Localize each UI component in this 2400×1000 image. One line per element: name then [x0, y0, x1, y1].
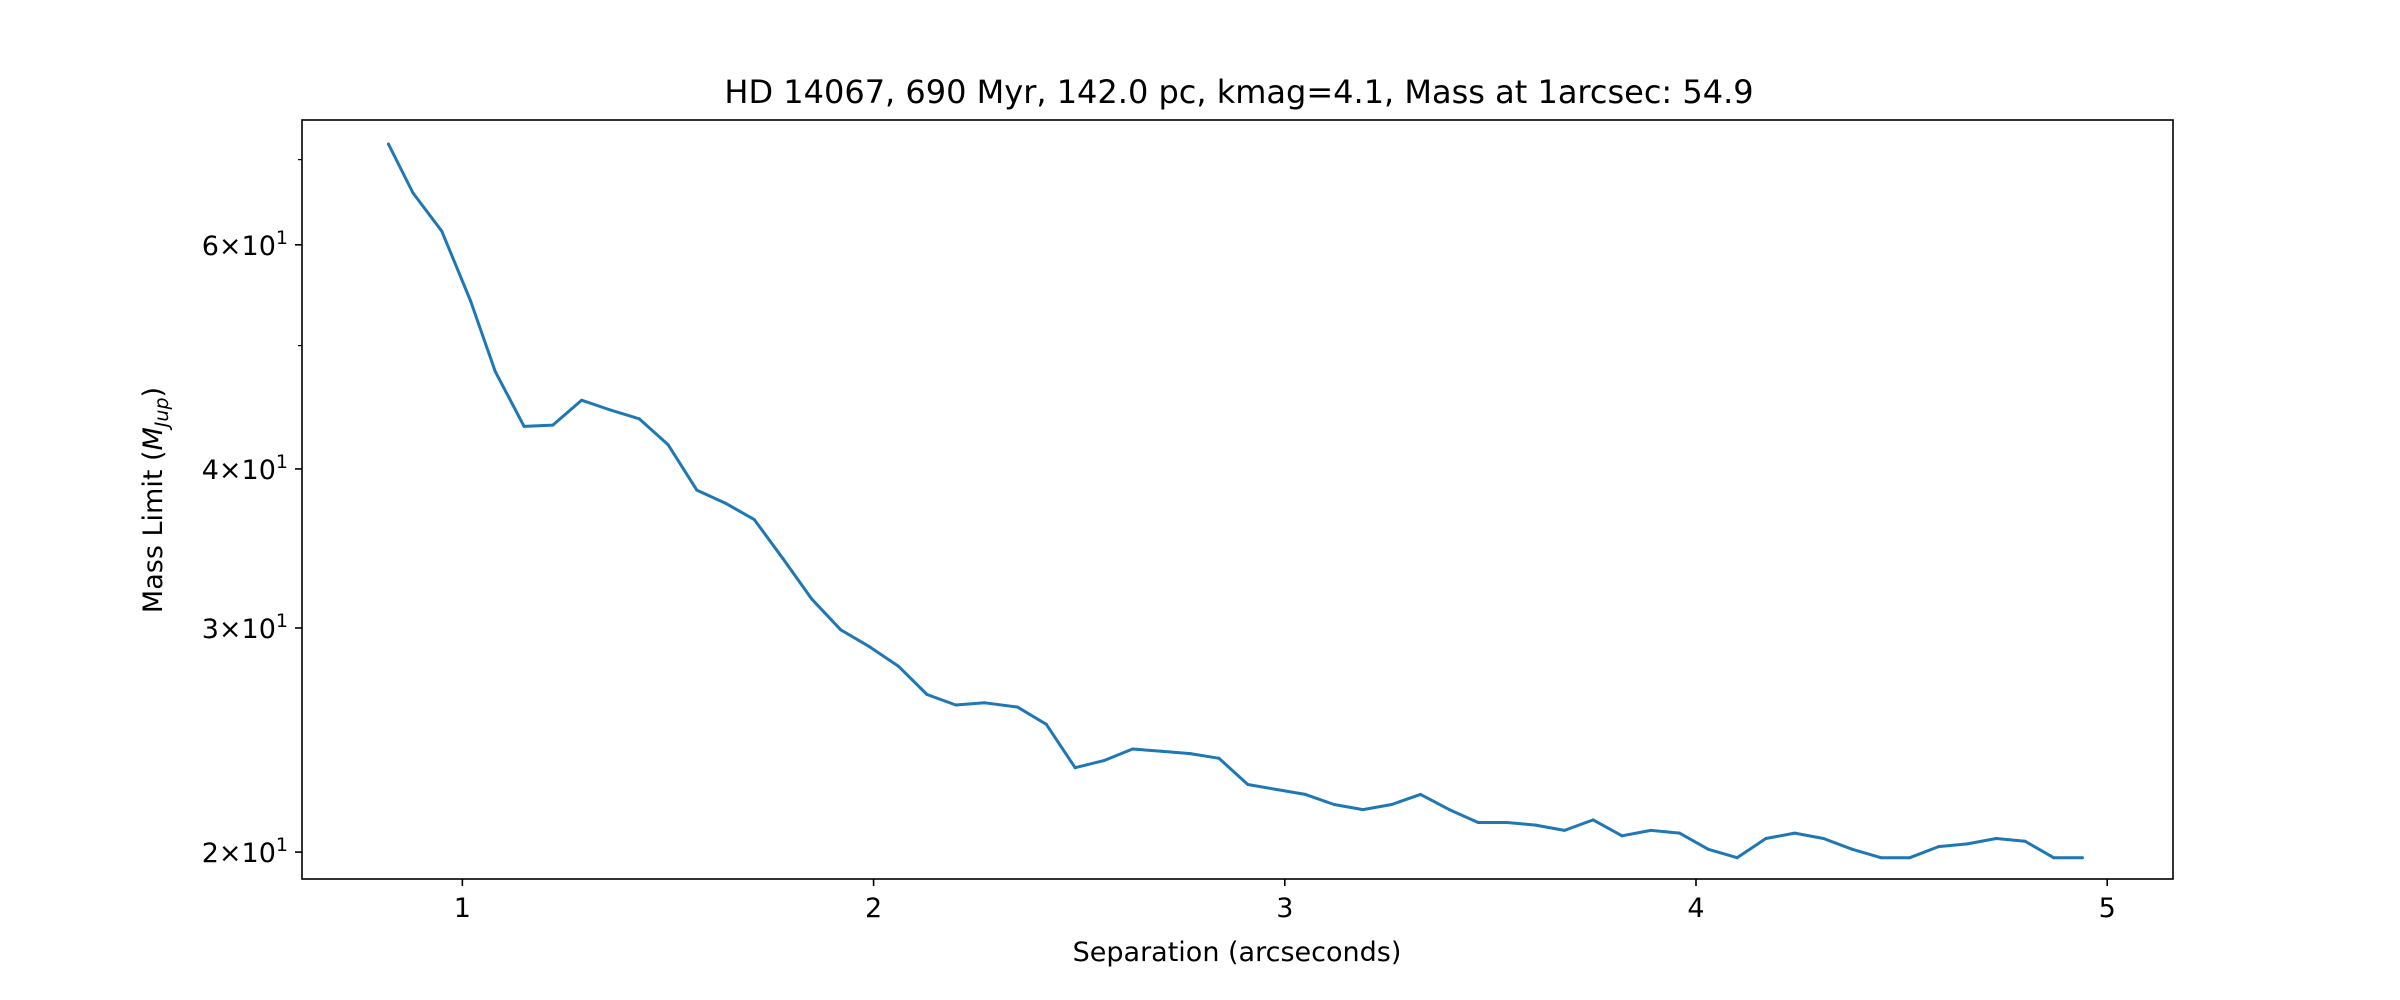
data-point [954, 703, 958, 707]
data-point [896, 664, 900, 668]
data-point [752, 518, 756, 522]
data-point [868, 645, 871, 649]
data-point [1534, 823, 1538, 827]
data-point [580, 398, 584, 402]
x-tick-label: 2 [865, 893, 882, 924]
data-point [1793, 831, 1797, 835]
data-point [1447, 808, 1451, 812]
x-axis-label: Separation (arcseconds) [1073, 937, 1402, 968]
data-point [1044, 722, 1048, 726]
data-point [469, 299, 473, 303]
data-point [2081, 856, 2084, 860]
data-point [1850, 847, 1854, 851]
data-point [1649, 828, 1653, 832]
data-point [983, 701, 987, 705]
plot-frame [301, 119, 2174, 880]
data-point [1131, 747, 1135, 751]
data-point [1965, 842, 1969, 846]
data-point [1735, 856, 1739, 860]
data-point [1073, 766, 1077, 770]
data-point [2023, 839, 2027, 843]
x-tick-label: 3 [1276, 893, 1293, 924]
data-point [440, 229, 444, 233]
x-tick-label: 4 [1687, 893, 1704, 924]
y-axis-label-subscript: Jup [151, 397, 173, 431]
data-point [1217, 756, 1221, 760]
data-point [1303, 792, 1307, 796]
data-point [1591, 818, 1595, 822]
data-point [1275, 788, 1279, 791]
data-point [1361, 808, 1365, 812]
data-point [1562, 828, 1566, 832]
data-point [1159, 749, 1163, 753]
data-point [1390, 803, 1394, 806]
data-point [1505, 821, 1509, 824]
x-axis: 1 2 3 4 5 [454, 879, 2116, 924]
data-point [1937, 845, 1941, 849]
data-point [1706, 847, 1710, 851]
x-tick-label: 5 [2099, 893, 2116, 924]
x-tick-label: 1 [454, 893, 471, 924]
data-point [724, 501, 727, 505]
data-point [695, 488, 699, 492]
data-point [1822, 837, 1825, 840]
data-point [1102, 759, 1106, 763]
data-point [1908, 856, 1912, 860]
y-axis-label-symbol: M [138, 427, 169, 450]
data-point [1246, 783, 1250, 786]
plot-area [386, 142, 2084, 860]
data-point [2052, 856, 2056, 860]
data-point [522, 424, 526, 428]
data-point [1476, 821, 1480, 824]
y-axis-label: Mass Limit (MJup) [138, 387, 173, 613]
data-point [608, 408, 612, 412]
data-point [1419, 792, 1422, 796]
y-axis: 2×101 3×101 4×101 6×101 [202, 159, 302, 869]
y-axis-label-prefix: Mass Limit ( [138, 450, 169, 613]
y-tick-label: 6×101 [202, 227, 288, 262]
data-point [1678, 831, 1681, 835]
data-point [1332, 803, 1336, 806]
chart-title: HD 14067, 690 Myr, 142.0 pc, kmag=4.1, M… [724, 73, 1753, 111]
data-point [386, 142, 390, 146]
data-point [1620, 834, 1624, 838]
data-point [666, 443, 670, 447]
y-tick-label: 3×101 [202, 610, 288, 645]
data-point [551, 423, 555, 427]
data-point [839, 628, 843, 632]
data-point [493, 370, 497, 374]
data-point [1994, 837, 1998, 840]
data-point [781, 557, 785, 561]
y-axis-label-suffix: ) [138, 387, 169, 398]
data-point [1879, 856, 1883, 860]
data-point [637, 417, 641, 421]
data-point [925, 693, 929, 696]
data-point [1188, 752, 1192, 756]
y-tick-label: 4×101 [202, 451, 288, 486]
data-point [810, 597, 814, 601]
data-point [1016, 705, 1019, 709]
data-point [411, 191, 415, 195]
series-line [387, 143, 2083, 860]
y-tick-label: 2×101 [202, 834, 288, 869]
data-point [1764, 837, 1768, 840]
